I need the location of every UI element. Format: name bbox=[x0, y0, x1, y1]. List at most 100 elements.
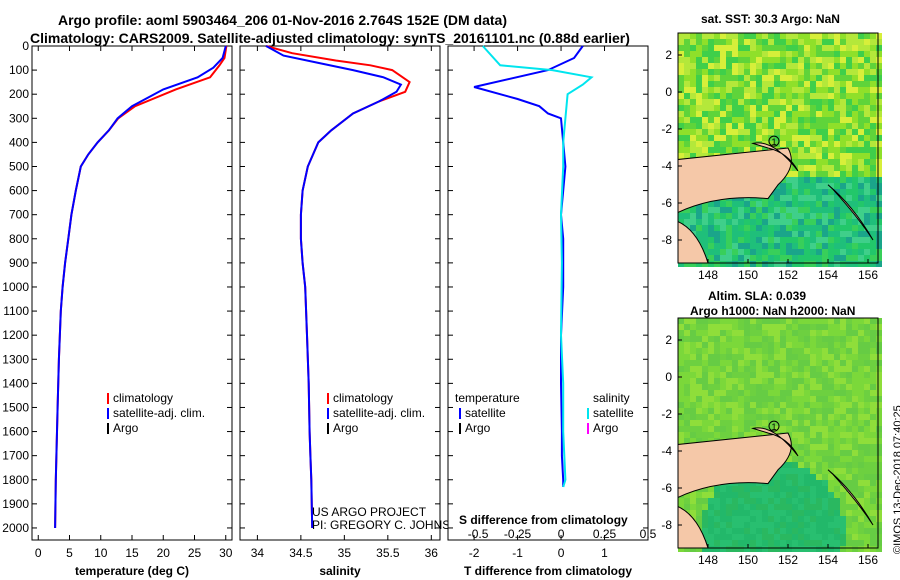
sla-map-cell bbox=[852, 342, 858, 348]
sst-map-cell bbox=[798, 69, 804, 75]
sst-map-y-tick-label: 0 bbox=[665, 85, 672, 99]
sla-map-cell bbox=[822, 462, 828, 468]
sla-map-cell bbox=[768, 384, 774, 390]
sst-map-cell bbox=[816, 93, 822, 99]
sst-map-cell bbox=[690, 51, 696, 57]
sst-map-cell bbox=[702, 153, 708, 159]
sla-map-cell bbox=[678, 348, 684, 354]
sst-map-cell bbox=[792, 39, 798, 45]
sst-map-cell bbox=[786, 171, 792, 177]
sla-map-cell bbox=[714, 390, 720, 396]
sst-map-cell bbox=[810, 105, 816, 111]
sla-map-cell bbox=[816, 396, 822, 402]
sst-map-cell bbox=[732, 105, 738, 111]
sst-map-cell bbox=[816, 177, 822, 183]
sla-map-cell bbox=[702, 486, 708, 492]
salinity-x-axis-label: salinity bbox=[319, 564, 361, 578]
sst-map-cell bbox=[840, 99, 846, 105]
sla-map-cell bbox=[684, 438, 690, 444]
sla-map-cell bbox=[840, 510, 846, 516]
sst-map-cell bbox=[876, 123, 882, 129]
sla-map-cell bbox=[828, 330, 834, 336]
sst-map-cell bbox=[684, 81, 690, 87]
sst-map-cell bbox=[876, 237, 882, 243]
sla-map-cell bbox=[834, 444, 840, 450]
sst-map-cell bbox=[696, 207, 702, 213]
sla-map-cell bbox=[714, 324, 720, 330]
sst-map-cell bbox=[780, 255, 786, 261]
sla-map-cell bbox=[732, 540, 738, 546]
sst-map-cell bbox=[876, 69, 882, 75]
sla-map-cell bbox=[852, 510, 858, 516]
sst-map-cell bbox=[720, 129, 726, 135]
sst-map-cell bbox=[816, 165, 822, 171]
sla-map-cell bbox=[780, 360, 786, 366]
sst-map-cell bbox=[876, 39, 882, 45]
sla-map-cell bbox=[852, 408, 858, 414]
sla-map-cell bbox=[804, 516, 810, 522]
sst-map-cell bbox=[720, 255, 726, 261]
sst-map-cell bbox=[858, 237, 864, 243]
sst-map-cell bbox=[864, 171, 870, 177]
sla-map-frame bbox=[677, 317, 879, 549]
sla-map-cell bbox=[792, 426, 798, 432]
sst-map-cell bbox=[720, 81, 726, 87]
sla-map-cell bbox=[834, 540, 840, 546]
sst-map-cell bbox=[816, 51, 822, 57]
sla-map-cell bbox=[822, 444, 828, 450]
sla-map-cell bbox=[792, 438, 798, 444]
sla-map-cell bbox=[720, 420, 726, 426]
sst-map-cell bbox=[822, 177, 828, 183]
sla-map-cell bbox=[786, 360, 792, 366]
sst-map-cell bbox=[744, 111, 750, 117]
sla-map-cell bbox=[738, 492, 744, 498]
sst-map-cell bbox=[810, 165, 816, 171]
sla-map-cell bbox=[750, 540, 756, 546]
sst-map-cell bbox=[762, 129, 768, 135]
sla-map-cell bbox=[828, 438, 834, 444]
sla-map-cell bbox=[690, 432, 696, 438]
sla-map-cell bbox=[726, 324, 732, 330]
sla-map-cell bbox=[876, 402, 882, 408]
sla-map-cell bbox=[876, 480, 882, 486]
sla-map-cell bbox=[834, 456, 840, 462]
sla-map-cell bbox=[732, 396, 738, 402]
sla-map-cell bbox=[738, 498, 744, 504]
sst-map-cell bbox=[750, 225, 756, 231]
sst-map-cell bbox=[852, 225, 858, 231]
sst-map-cell bbox=[834, 207, 840, 213]
sst-map-cell bbox=[750, 81, 756, 87]
sla-map-cell bbox=[690, 414, 696, 420]
sla-map-cell bbox=[852, 372, 858, 378]
sst-map-cell bbox=[690, 225, 696, 231]
sla-map-cell bbox=[714, 354, 720, 360]
sst-map-y-tick-label: -8 bbox=[661, 233, 672, 247]
sst-map-cell bbox=[690, 39, 696, 45]
sst-map-cell bbox=[756, 261, 762, 267]
sla-map-cell bbox=[786, 462, 792, 468]
sla-map-cell bbox=[756, 324, 762, 330]
sst-map-cell bbox=[798, 195, 804, 201]
sst-map-cell bbox=[792, 213, 798, 219]
sla-map-cell bbox=[750, 420, 756, 426]
sla-map-cell bbox=[834, 336, 840, 342]
sla-map-cell bbox=[696, 402, 702, 408]
sst-map-cell bbox=[870, 57, 876, 63]
sst-map-cell bbox=[756, 33, 762, 39]
sst-map-cell bbox=[810, 207, 816, 213]
sla-map-cell bbox=[708, 342, 714, 348]
sla-map-cell bbox=[834, 480, 840, 486]
sst-map-cell bbox=[870, 225, 876, 231]
sst-map-cell bbox=[858, 99, 864, 105]
sst-map-cell bbox=[816, 231, 822, 237]
sla-map-cell bbox=[702, 342, 708, 348]
sst-map-cell bbox=[798, 249, 804, 255]
sst-map-cell bbox=[864, 141, 870, 147]
sst-map-cell bbox=[756, 45, 762, 51]
sst-map-cell bbox=[738, 207, 744, 213]
sst-map-cell bbox=[822, 81, 828, 87]
sla-map-cell bbox=[864, 360, 870, 366]
sst-map-cell bbox=[774, 33, 780, 39]
sla-map-cell bbox=[696, 324, 702, 330]
sla-map-cell bbox=[822, 504, 828, 510]
